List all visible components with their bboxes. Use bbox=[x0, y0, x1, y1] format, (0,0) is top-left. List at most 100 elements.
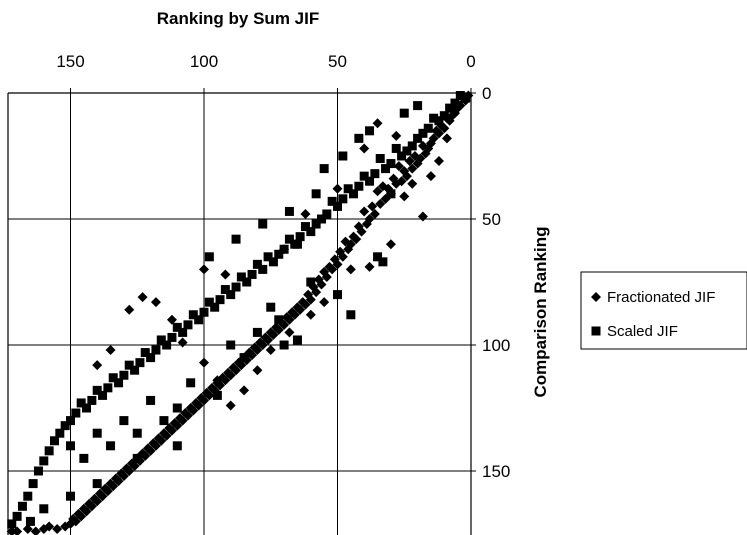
data-point-diamond bbox=[201, 387, 212, 398]
data-point-square bbox=[66, 416, 75, 426]
data-point-square bbox=[247, 269, 257, 279]
data-point-diamond bbox=[212, 375, 223, 386]
data-point-diamond bbox=[407, 163, 418, 174]
data-point-diamond bbox=[297, 297, 308, 308]
data-point-square bbox=[333, 201, 342, 211]
data-point-square bbox=[450, 98, 460, 108]
data-point-square bbox=[7, 519, 17, 529]
data-point-diamond bbox=[345, 264, 356, 275]
data-points bbox=[6, 90, 474, 535]
data-point-diamond bbox=[404, 156, 415, 167]
data-point-diamond bbox=[385, 239, 396, 250]
data-point-square bbox=[455, 91, 465, 101]
data-point-square bbox=[39, 504, 49, 514]
data-point-square bbox=[346, 310, 356, 320]
y-tick-label: 50 bbox=[482, 210, 501, 229]
data-point-diamond bbox=[284, 327, 295, 338]
data-point-square bbox=[172, 403, 182, 413]
data-point-square bbox=[103, 383, 113, 393]
data-point-square bbox=[98, 390, 108, 400]
data-point-diamond bbox=[431, 125, 442, 136]
data-point-square bbox=[28, 479, 38, 489]
data-point-square bbox=[226, 290, 236, 300]
data-point-diamond bbox=[137, 292, 148, 303]
data-point-square bbox=[25, 516, 35, 526]
data-point-square bbox=[188, 310, 198, 320]
data-point-diamond bbox=[292, 302, 303, 313]
data-point-square bbox=[429, 113, 439, 123]
data-point-square bbox=[49, 436, 59, 446]
data-point-square bbox=[258, 264, 268, 274]
data-point-diamond bbox=[420, 148, 431, 159]
data-point-diamond bbox=[196, 392, 207, 403]
data-point-diamond bbox=[425, 171, 436, 182]
data-point-diamond bbox=[417, 211, 428, 222]
data-point-diamond bbox=[407, 178, 418, 189]
data-point-diamond bbox=[313, 274, 324, 285]
data-point-diamond bbox=[375, 198, 386, 209]
data-point-diamond bbox=[105, 345, 116, 356]
data-point-square bbox=[413, 101, 423, 111]
data-point-diamond bbox=[158, 428, 169, 439]
data-point-diamond bbox=[174, 413, 185, 424]
data-point-diamond bbox=[52, 523, 63, 534]
data-point-square bbox=[242, 277, 252, 287]
data-point-square bbox=[167, 332, 177, 342]
data-point-square bbox=[231, 282, 241, 292]
data-point-diamond bbox=[185, 403, 196, 413]
data-point-diamond bbox=[377, 181, 388, 192]
data-point-square bbox=[146, 395, 156, 405]
data-point-diamond bbox=[412, 158, 423, 169]
data-point-diamond bbox=[287, 307, 298, 318]
data-point-square bbox=[108, 373, 118, 383]
data-point-square bbox=[135, 358, 145, 368]
data-point-square bbox=[418, 128, 428, 138]
x-tick-label: 50 bbox=[328, 52, 347, 71]
data-point-square bbox=[178, 327, 188, 337]
data-point-diamond bbox=[359, 206, 370, 217]
data-point-square bbox=[338, 194, 348, 204]
data-point-square bbox=[295, 232, 305, 242]
data-point-square bbox=[60, 421, 70, 431]
data-point-square bbox=[236, 272, 246, 282]
data-point-diamond bbox=[78, 503, 89, 514]
data-point-square bbox=[279, 244, 289, 254]
data-point-diamond bbox=[180, 408, 191, 419]
data-point-diamond bbox=[199, 357, 209, 368]
data-point-square bbox=[439, 111, 449, 121]
data-point-square bbox=[354, 181, 364, 191]
x-tick-label: 150 bbox=[56, 52, 84, 71]
data-point-square bbox=[381, 164, 391, 174]
data-point-square bbox=[119, 416, 129, 426]
data-point-square bbox=[132, 453, 142, 463]
data-point-square bbox=[71, 408, 81, 418]
data-point-square bbox=[343, 184, 353, 194]
data-point-square bbox=[311, 189, 321, 199]
data-point-square bbox=[375, 154, 385, 164]
data-point-square bbox=[359, 171, 369, 181]
data-point-diamond bbox=[73, 508, 84, 519]
data-point-diamond bbox=[369, 208, 380, 219]
data-point-square bbox=[391, 143, 401, 153]
data-point-square bbox=[23, 491, 33, 501]
data-point-diamond bbox=[367, 201, 378, 212]
data-point-square bbox=[162, 340, 172, 350]
data-point-square bbox=[156, 335, 166, 345]
data-point-square bbox=[378, 257, 388, 267]
data-point-square bbox=[226, 340, 236, 350]
data-point-diamond bbox=[399, 191, 410, 202]
data-point-square bbox=[55, 428, 65, 438]
data-point-diamond bbox=[399, 166, 410, 177]
data-point-diamond bbox=[252, 365, 263, 376]
data-point-square bbox=[17, 501, 27, 511]
data-point-square bbox=[279, 340, 289, 350]
data-point-diamond bbox=[409, 151, 420, 161]
data-point-square bbox=[76, 398, 86, 408]
legend-box bbox=[580, 271, 747, 350]
series-fractionated-jif bbox=[6, 90, 474, 535]
data-point-square bbox=[370, 169, 380, 179]
data-point-square bbox=[397, 151, 407, 161]
data-point-square bbox=[399, 108, 409, 118]
data-point-diamond bbox=[124, 466, 135, 476]
data-point-square bbox=[146, 353, 156, 363]
